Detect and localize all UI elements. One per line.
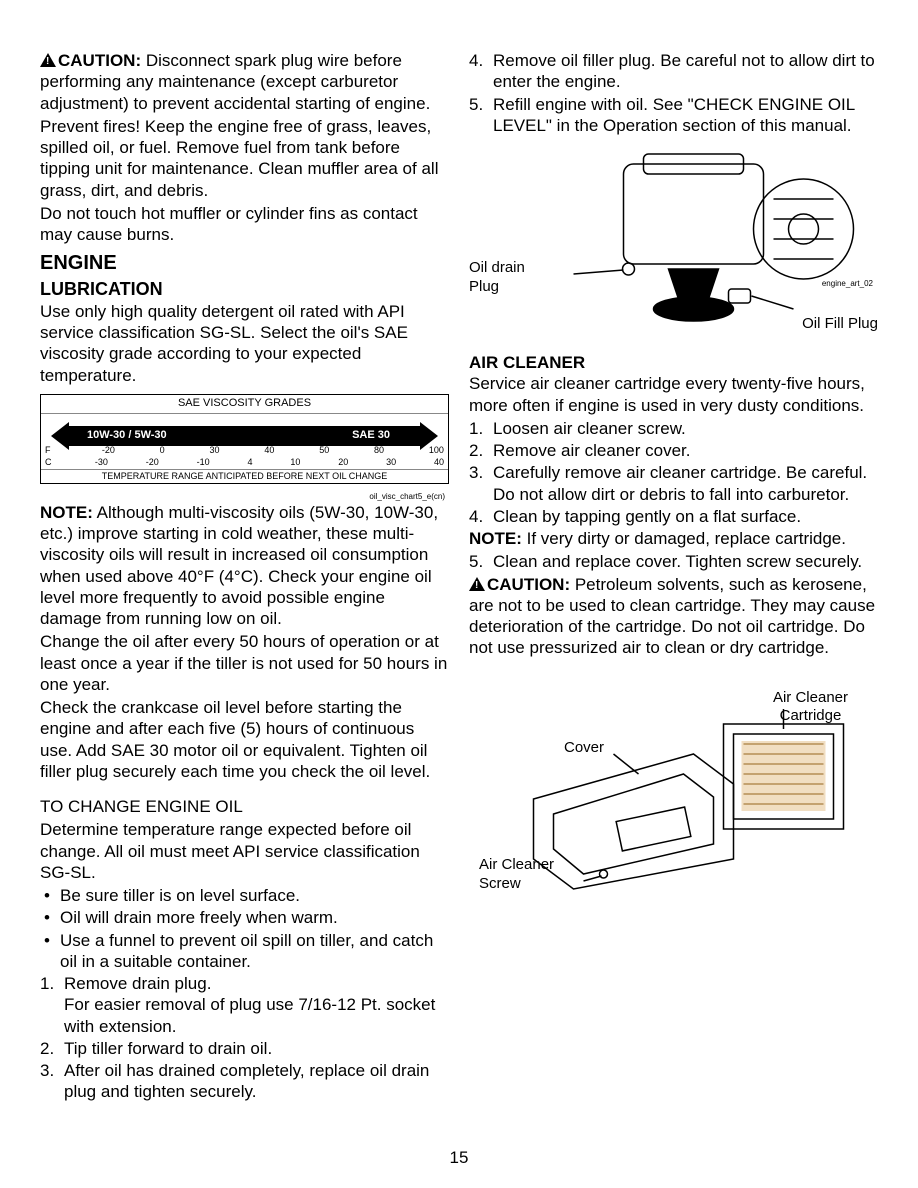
list-item: Be sure tiller is on level surface. — [40, 885, 449, 906]
air-cleaner-figure: Air Cleaner Cartridge Cover Air Cleaner … — [469, 689, 878, 899]
crankcase-paragraph: Check the crankcase oil level before sta… — [40, 697, 449, 782]
chart-f-row: F -20 0 30 40 50 80 100 — [41, 445, 448, 456]
air-cleaner-steps-1: 1.Loosen air cleaner screw. 2.Remove air… — [469, 418, 878, 527]
page-columns: CAUTION: Disconnect spark plug wire befo… — [40, 50, 878, 1104]
determine-paragraph: Determine temperature range expected bef… — [40, 819, 449, 883]
air-note-paragraph: NOTE: If very dirty or damaged, replace … — [469, 528, 878, 549]
chart-title: SAE VISCOSITY GRADES — [41, 395, 448, 414]
engine-illustration — [469, 144, 878, 344]
list-item: 4.Remove oil filler plug. Be careful not… — [469, 50, 878, 93]
chart-caption: oil_visc_chart5_e(cn) — [40, 492, 449, 502]
oil-drain-plug-label: Oil drain Plug — [469, 259, 525, 297]
caution-label: CAUTION: — [58, 51, 141, 70]
list-item: 4.Clean by tapping gently on a flat surf… — [469, 506, 878, 527]
oil-change-steps-cont: 4.Remove oil filler plug. Be careful not… — [469, 50, 878, 136]
air-cleaner-steps-2: 5.Clean and replace cover. Tighten screw… — [469, 551, 878, 572]
list-item: 3.Carefully remove air cleaner cartridge… — [469, 462, 878, 505]
engine-heading: ENGINE — [40, 251, 449, 276]
warning-icon — [469, 577, 485, 591]
note-text: Although multi-viscosity oils (5W-30, 10… — [40, 503, 438, 628]
chart-footer: TEMPERATURE RANGE ANTICIPATED BEFORE NEX… — [41, 469, 448, 483]
air-cleaner-intro: Service air cleaner cartridge every twen… — [469, 373, 878, 416]
chart-right-label: SAE 30 — [352, 429, 390, 443]
change-oil-heading: TO CHANGE ENGINE OIL — [40, 796, 449, 817]
list-item: Oil will drain more freely when warm. — [40, 907, 449, 928]
note-label: NOTE: — [40, 503, 93, 522]
page-number: 15 — [450, 1147, 469, 1168]
engine-figure-caption: engine_art_02 — [822, 279, 873, 289]
right-column: 4.Remove oil filler plug. Be careful not… — [469, 50, 878, 1104]
chart-body: 10W-30 / 5W-30 SAE 30 F -20 0 30 40 50 8… — [41, 414, 448, 469]
caution-paragraph: CAUTION: Disconnect spark plug wire befo… — [40, 50, 449, 114]
air-note-label: NOTE: — [469, 529, 522, 548]
lubrication-intro: Use only high quality detergent oil rate… — [40, 301, 449, 386]
list-item: 1.Loosen air cleaner screw. — [469, 418, 878, 439]
list-item: Use a funnel to prevent oil spill on til… — [40, 930, 449, 973]
oil-fill-plug-label: Oil Fill Plug — [802, 315, 878, 334]
oil-change-steps: 1.Remove drain plug. For easier removal … — [40, 973, 449, 1103]
viscosity-chart: SAE VISCOSITY GRADES 10W-30 / 5W-30 SAE … — [40, 394, 449, 484]
list-item: 3.After oil has drained completely, repl… — [40, 1060, 449, 1103]
note-paragraph: NOTE: Although multi-viscosity oils (5W-… — [40, 502, 449, 630]
lubrication-heading: LUBRICATION — [40, 278, 449, 301]
muffler-paragraph: Do not touch hot muffler or cylinder fin… — [40, 203, 449, 246]
chart-left-label: 10W-30 / 5W-30 — [87, 429, 167, 443]
warning-icon — [40, 53, 56, 67]
screw-label: Air Cleaner Screw — [479, 856, 554, 894]
air-caution-paragraph: CAUTION: Petroleum solvents, such as ker… — [469, 574, 878, 659]
engine-figure: Oil drain Plug Oil Fill Plug engine_art_… — [469, 144, 878, 344]
oil-change-bullets: Be sure tiller is on level surface. Oil … — [40, 885, 449, 972]
air-caution-label: CAUTION: — [487, 575, 570, 594]
cover-label: Cover — [564, 739, 604, 758]
list-item: 5.Refill engine with oil. See "CHECK ENG… — [469, 94, 878, 137]
arrow-bar: 10W-30 / 5W-30 SAE 30 — [69, 426, 420, 446]
air-cleaner-heading: AIR CLEANER — [469, 352, 878, 373]
chart-c-row: C -30 -20 -10 4 10 20 30 40 — [41, 457, 448, 468]
list-item: 2.Tip tiller forward to drain oil. — [40, 1038, 449, 1059]
list-item: 1.Remove drain plug. For easier removal … — [40, 973, 449, 1037]
list-item: 2.Remove air cleaner cover. — [469, 440, 878, 461]
air-note-text: If very dirty or damaged, replace cartri… — [522, 529, 846, 548]
fires-paragraph: Prevent fires! Keep the engine free of g… — [40, 116, 449, 201]
cartridge-label: Air Cleaner Cartridge — [773, 689, 848, 727]
list-item: 5.Clean and replace cover. Tighten screw… — [469, 551, 878, 572]
change-oil-paragraph: Change the oil after every 50 hours of o… — [40, 631, 449, 695]
left-column: CAUTION: Disconnect spark plug wire befo… — [40, 50, 449, 1104]
